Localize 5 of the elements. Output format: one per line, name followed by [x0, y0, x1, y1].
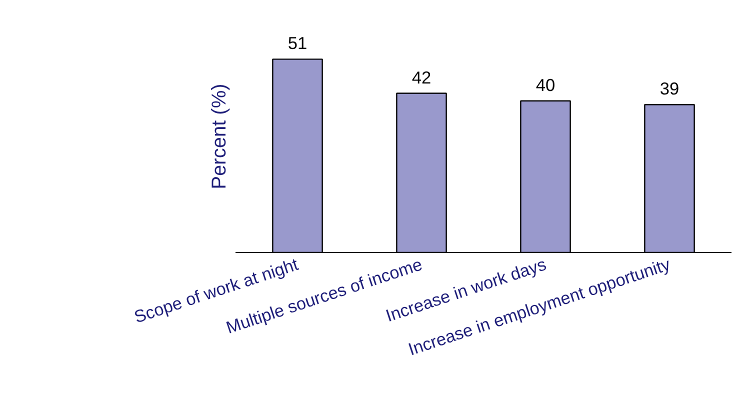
data-label: 42	[412, 67, 432, 88]
data-label: 51	[288, 33, 308, 54]
y-axis-title: Percent (%)	[208, 84, 230, 190]
data-label: 40	[536, 74, 556, 95]
data-label: 39	[660, 78, 680, 99]
